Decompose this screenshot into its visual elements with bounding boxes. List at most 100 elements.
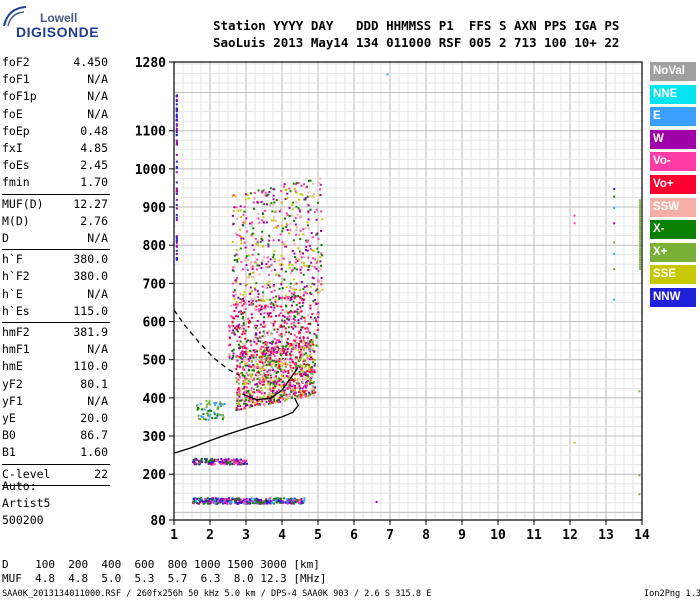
data-point xyxy=(263,256,266,259)
data-point xyxy=(278,334,281,337)
data-point xyxy=(192,501,195,504)
data-point xyxy=(235,328,238,331)
data-point xyxy=(243,463,246,466)
data-point xyxy=(252,338,255,341)
data-point xyxy=(272,383,275,386)
side-mark xyxy=(175,190,178,193)
data-point xyxy=(253,498,256,501)
data-point xyxy=(311,392,314,395)
data-point xyxy=(262,330,265,333)
data-point xyxy=(238,310,241,313)
data-point xyxy=(309,350,312,353)
data-point xyxy=(259,308,262,311)
data-point xyxy=(240,261,243,264)
data-point xyxy=(261,259,264,262)
data-point xyxy=(292,384,295,387)
panel-separator xyxy=(2,484,110,486)
data-point xyxy=(243,461,246,464)
data-point xyxy=(294,261,297,264)
data-point xyxy=(251,405,254,408)
data-point xyxy=(290,501,293,504)
data-point xyxy=(265,344,268,347)
data-point xyxy=(260,389,263,392)
data-point xyxy=(264,377,267,380)
data-point xyxy=(297,325,300,328)
data-point xyxy=(276,339,279,342)
data-point xyxy=(242,322,245,325)
data-point xyxy=(292,300,295,303)
data-point xyxy=(263,369,266,372)
data-point xyxy=(288,501,291,504)
data-point xyxy=(274,365,277,368)
data-point xyxy=(213,411,216,414)
data-point xyxy=(307,256,310,259)
data-point xyxy=(223,403,226,406)
data-point xyxy=(292,239,295,242)
data-point xyxy=(307,211,310,214)
data-point xyxy=(266,256,269,259)
data-point xyxy=(272,384,275,387)
data-point xyxy=(240,352,243,355)
data-point xyxy=(262,365,265,368)
data-point xyxy=(282,383,285,386)
data-point xyxy=(292,354,295,357)
legend-item-vo-: Vo- xyxy=(650,152,696,172)
param-value: 4.85 xyxy=(80,141,108,155)
data-point xyxy=(289,298,292,301)
data-point xyxy=(303,316,306,319)
data-point xyxy=(290,396,293,399)
data-point xyxy=(265,401,268,404)
data-point xyxy=(213,401,216,404)
data-point xyxy=(247,392,250,395)
data-point xyxy=(300,498,303,501)
data-point xyxy=(282,257,285,260)
data-point xyxy=(281,349,284,352)
data-point xyxy=(286,337,289,340)
data-point xyxy=(275,314,278,317)
data-point xyxy=(274,499,277,502)
data-point xyxy=(289,384,292,387)
data-point xyxy=(249,375,252,378)
data-point xyxy=(224,460,227,463)
data-point xyxy=(242,368,245,371)
data-point xyxy=(285,188,288,191)
data-point xyxy=(283,321,286,324)
data-point xyxy=(290,358,293,361)
data-point xyxy=(268,312,271,315)
data-point xyxy=(297,382,300,385)
data-point xyxy=(288,352,291,355)
data-point xyxy=(297,207,300,210)
data-point xyxy=(242,324,245,327)
data-point xyxy=(301,326,304,329)
data-point xyxy=(279,368,282,371)
data-point xyxy=(255,383,258,386)
data-point xyxy=(247,276,250,279)
data-point xyxy=(244,246,247,249)
data-point xyxy=(251,290,254,293)
data-point xyxy=(315,261,318,264)
data-point xyxy=(273,226,276,229)
data-point xyxy=(299,359,302,362)
data-point xyxy=(256,201,259,204)
data-point xyxy=(230,315,233,318)
data-point xyxy=(259,373,262,376)
data-point xyxy=(279,233,282,236)
data-point xyxy=(258,403,261,406)
data-point xyxy=(294,356,297,359)
data-point xyxy=(276,348,279,351)
data-point xyxy=(209,502,212,505)
data-point xyxy=(286,348,289,351)
data-point xyxy=(254,326,257,329)
param-label: M(D) xyxy=(2,213,30,228)
data-point xyxy=(286,339,289,342)
data-point xyxy=(300,184,303,187)
side-mark xyxy=(175,167,178,170)
data-point xyxy=(302,233,305,236)
data-point xyxy=(294,325,297,328)
data-point xyxy=(291,502,294,505)
data-point xyxy=(276,367,279,370)
data-point xyxy=(246,502,249,505)
data-point xyxy=(303,320,306,323)
param-label: hmE xyxy=(2,359,23,374)
data-point xyxy=(299,288,302,291)
